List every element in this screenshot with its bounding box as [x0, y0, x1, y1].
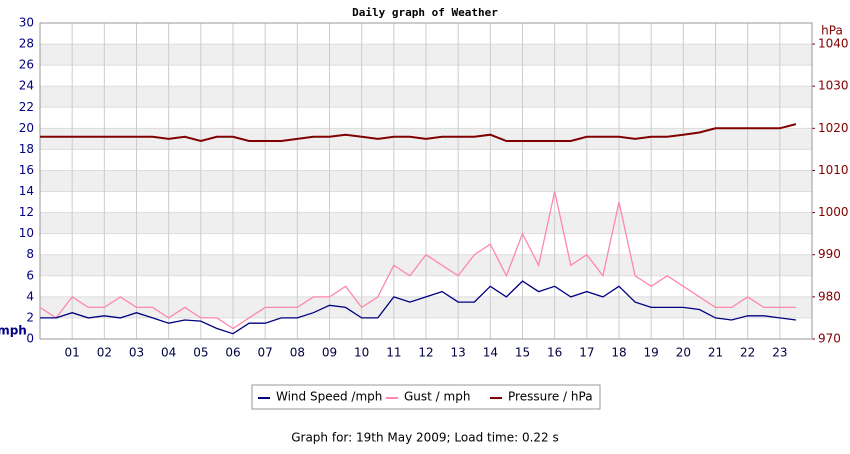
y-tick-label: 8	[26, 247, 34, 261]
x-tick-label: 20	[676, 346, 691, 360]
x-tick-label: 13	[451, 346, 466, 360]
y-tick-label: 14	[19, 184, 34, 198]
y2-axis-label: hPa	[821, 24, 843, 38]
y2-tick-label: 980	[818, 289, 841, 303]
x-tick-label: 12	[418, 346, 433, 360]
x-tick-label: 01	[65, 346, 80, 360]
y2-tick-label: 1030	[818, 79, 849, 93]
y2-tick-label: 1010	[818, 163, 849, 177]
x-tick-label: 19	[644, 346, 659, 360]
x-tick-label: 10	[354, 346, 369, 360]
y-tick-label: 28	[19, 37, 34, 51]
x-tick-label: 04	[161, 346, 176, 360]
series-line	[40, 123, 797, 143]
x-tick-label: 05	[193, 346, 208, 360]
y-tick-label: 2	[26, 310, 34, 324]
y-axis-label: mph	[0, 324, 27, 338]
x-tick-label: 07	[258, 346, 273, 360]
legend-label: Gust / mph	[404, 390, 470, 404]
series-line	[40, 280, 796, 335]
x-tick-label: 02	[97, 346, 112, 360]
y-tick-label: 0	[26, 332, 34, 346]
chart-title: Daily graph of Weather	[352, 6, 498, 19]
x-tick-label: 22	[740, 346, 755, 360]
x-tick-label: 17	[579, 346, 594, 360]
x-tick-label: 18	[611, 346, 626, 360]
x-tick-label: 15	[515, 346, 530, 360]
y2-tick-label: 990	[818, 247, 841, 261]
y-tick-label: 30	[19, 16, 34, 30]
y-tick-label: 16	[19, 163, 34, 177]
x-tick-label: 06	[225, 346, 240, 360]
x-tick-label: 03	[129, 346, 144, 360]
x-tick-label: 11	[386, 346, 401, 360]
y2-tick-label: 970	[818, 332, 841, 346]
y-tick-label: 6	[26, 268, 34, 282]
y-tick-label: 18	[19, 142, 34, 156]
y2-tick-label: 1020	[818, 121, 849, 135]
footer: Graph for: 19th May 2009; Load time: 0.2…	[291, 431, 559, 445]
y-tick-label: 12	[19, 205, 34, 219]
x-tick-label: 08	[290, 346, 305, 360]
legend-label: Pressure / hPa	[508, 390, 593, 404]
y-tick-label: 22	[19, 100, 34, 114]
plot-frame	[39, 22, 813, 340]
y-tick-label: 20	[19, 121, 34, 135]
y2-tick-label: 1040	[818, 37, 849, 51]
y-tick-label: 26	[19, 58, 34, 72]
y-tick-label: 10	[19, 226, 34, 240]
y2-tick-label: 1000	[818, 205, 849, 219]
y-tick-label: 4	[26, 289, 34, 303]
x-tick-label: 14	[483, 346, 498, 360]
x-tick-label: 16	[547, 346, 562, 360]
x-tick-label: 21	[708, 346, 723, 360]
x-tick-label: 09	[322, 346, 337, 360]
series-line	[39, 191, 796, 330]
legend-box	[251, 384, 601, 410]
y-tick-label: 24	[19, 79, 34, 93]
x-tick-label: 23	[772, 346, 787, 360]
legend-label: Wind Speed /mph	[276, 390, 382, 404]
